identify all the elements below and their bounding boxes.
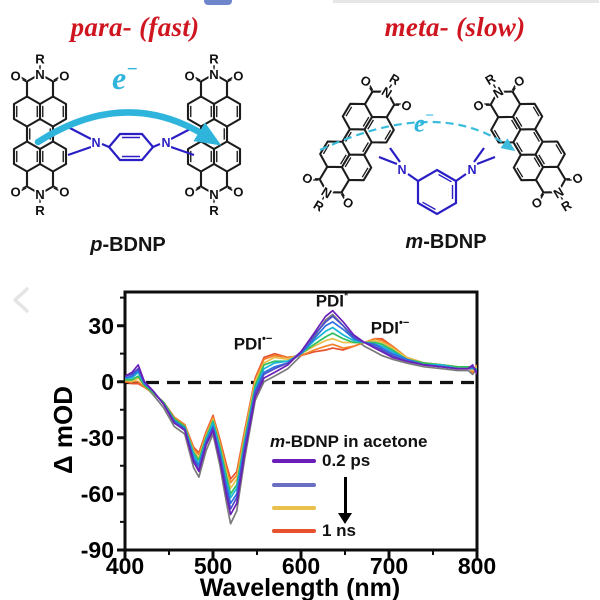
y-tick-neg90: -90 <box>80 537 114 563</box>
minor-ticks <box>120 296 434 555</box>
para-phenylene-bridge <box>67 126 195 162</box>
legend-title-em: m <box>270 432 286 451</box>
electron-sup: − <box>126 59 138 81</box>
major-ticks <box>117 324 479 558</box>
x-tick-800: 800 <box>457 553 497 579</box>
name-rest: -BDNP <box>423 231 487 253</box>
panel-title-para: para- (fast) <box>35 12 235 43</box>
name-rest: -BDNP <box>102 234 166 256</box>
y-tick-neg60: -60 <box>80 481 114 507</box>
x-tick-600: 600 <box>281 553 321 579</box>
bridge-nitrogen-label: N <box>397 163 406 177</box>
legend-label-last: 1 ns <box>322 521 357 540</box>
x-tick-500: 500 <box>193 553 233 579</box>
chart-frame-group <box>117 290 479 558</box>
annotation-sup: •− <box>262 333 273 345</box>
x-axis-title: Wavelength (nm) <box>199 574 401 600</box>
title-para-rest: (fast) <box>132 12 200 42</box>
annotation-base: PDI <box>370 318 400 338</box>
annotation-pdi-anion-560: PDI•− <box>218 333 288 355</box>
legend-line-mid1 <box>272 483 316 487</box>
x-tick-700: 700 <box>369 553 409 579</box>
electron-sup: − <box>425 108 435 124</box>
bridge-nitrogen-label: N <box>91 136 100 150</box>
spectrum-ground-state-overlay <box>125 313 477 525</box>
molecule-m-bdnp: N N <box>288 56 597 229</box>
spectrum-intermediate-delay-2 <box>125 315 477 510</box>
cropped-graphic-artifact <box>204 0 232 5</box>
cropped-line-artifact <box>333 0 599 3</box>
legend-title-rest: -BDNP in acetone <box>285 432 428 451</box>
electron-transfer-arrow-slow <box>319 120 516 152</box>
annotation-sup: * <box>344 290 349 302</box>
electron-label-meta: e− <box>414 108 435 138</box>
title-meta-rest: (slow) <box>449 12 526 42</box>
carousel-prev-icon[interactable] <box>13 287 29 313</box>
name-em: m <box>405 231 424 253</box>
annotation-sup: •− <box>399 317 410 329</box>
spectrum-intermediate-delay-6 <box>125 337 477 490</box>
legend-line-0_2ps <box>272 459 316 463</box>
spectrum-intermediate-delay-3 <box>125 321 477 505</box>
title-meta-em: meta- <box>384 12 450 42</box>
meta-phenylene-bridge <box>378 147 496 216</box>
spectrum-intermediate-delay-5 <box>125 332 477 495</box>
molecule-name-p-bdnp: p-BDNP <box>78 234 178 257</box>
spectrum-1-ns <box>125 337 477 480</box>
legend-time-arrow-shaft <box>344 477 347 514</box>
legend-title: m-BDNP in acetone <box>270 432 480 452</box>
electron-base: e <box>112 60 127 96</box>
title-para-em: para- <box>70 12 133 42</box>
legend-line-mid2 <box>272 506 316 510</box>
y-tick-30: 30 <box>88 313 114 339</box>
legend-time-arrow-head <box>338 513 352 524</box>
spectrum-0.2-ps <box>125 309 477 516</box>
molecule-name-m-bdnp: m-BDNP <box>391 231 501 254</box>
panel-title-meta: meta- (slow) <box>350 12 560 43</box>
annotation-base: PDI <box>233 334 263 354</box>
annotation-base: PDI <box>315 291 345 311</box>
electron-transfer-arrow-fast <box>34 109 222 146</box>
x-tick-400: 400 <box>105 553 145 579</box>
annotation-pdi-anion-690: PDI•− <box>355 317 425 339</box>
y-tick-0: 0 <box>101 369 114 395</box>
legend-line-1ns <box>272 529 316 533</box>
molecule-p-bdnp: N N <box>8 49 246 220</box>
name-em: p <box>90 234 103 256</box>
bridge-nitrogen-label: N <box>467 163 476 177</box>
y-tick-neg30: -30 <box>80 425 114 451</box>
legend-label-first: 0.2 ps <box>322 451 371 470</box>
spectra-curves <box>125 309 477 525</box>
electron-base: e <box>414 110 426 138</box>
annotation-pdi-excited-635: PDI* <box>300 290 364 312</box>
bridge-nitrogen-label: N <box>161 136 170 150</box>
electron-label-para: e− <box>112 59 138 97</box>
